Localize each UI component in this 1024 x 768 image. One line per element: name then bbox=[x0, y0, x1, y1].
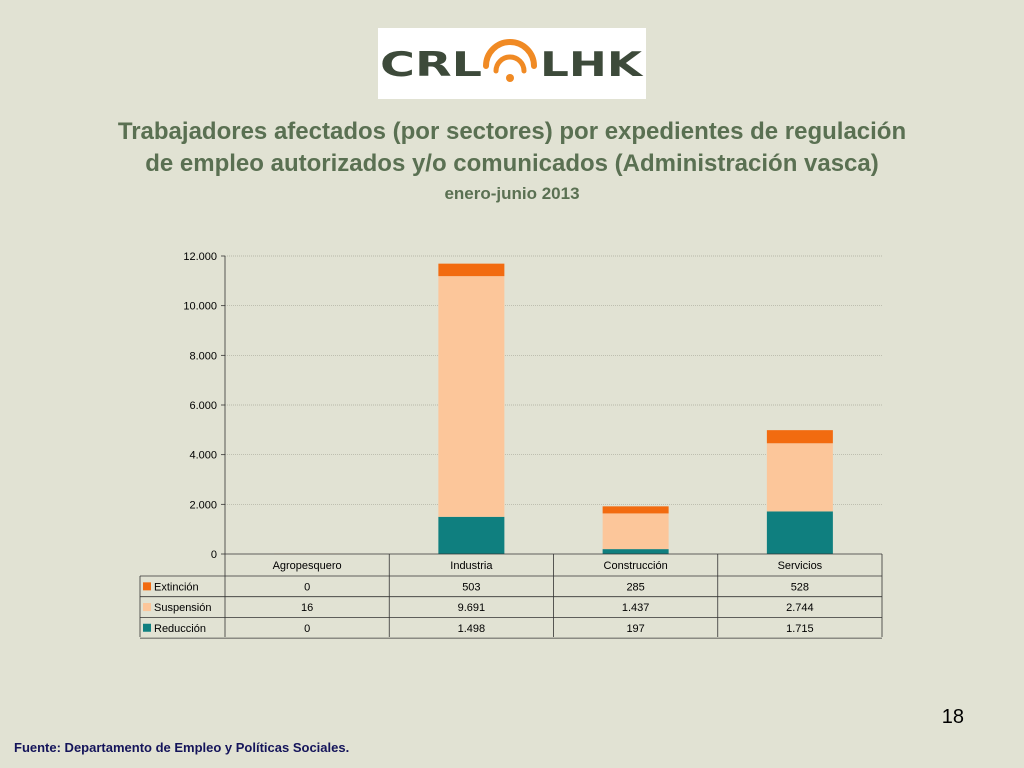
bar-segment bbox=[438, 516, 505, 554]
bar-segment bbox=[766, 511, 833, 554]
chart-title: Trabajadores afectados (por sectores) po… bbox=[40, 116, 984, 180]
table-value: 9.691 bbox=[458, 602, 486, 614]
y-tick-label: 0 bbox=[211, 549, 217, 561]
legend-swatch bbox=[143, 582, 151, 591]
x-category-label: Industria bbox=[450, 560, 493, 572]
y-tick-label: 10.000 bbox=[183, 301, 217, 313]
bar-segment bbox=[766, 443, 833, 512]
y-tick-label: 6.000 bbox=[189, 400, 217, 412]
table-value: 2.744 bbox=[786, 602, 814, 614]
x-category-label: Servicios bbox=[778, 560, 823, 572]
chart-title-line-2: de empleo autorizados y/o comunicados (A… bbox=[145, 150, 879, 177]
table-value: 285 bbox=[626, 581, 644, 593]
table-value: 16 bbox=[301, 602, 313, 614]
table-value: 1.437 bbox=[622, 602, 650, 614]
legend-swatch bbox=[143, 623, 151, 632]
y-tick-label: 8.000 bbox=[189, 350, 217, 362]
chart-period: enero-junio 2013 bbox=[444, 184, 580, 203]
table-value: 0 bbox=[304, 581, 310, 593]
page-number: 18 bbox=[941, 706, 964, 728]
chart-title-line-1: Trabajadores afectados (por sectores) po… bbox=[117, 118, 907, 145]
table-value: 503 bbox=[462, 581, 480, 593]
table-value: 1.715 bbox=[786, 623, 814, 635]
bar-segment bbox=[602, 506, 669, 514]
table-value: 1.498 bbox=[458, 623, 486, 635]
legend-label: Extinción bbox=[154, 581, 199, 593]
bar-segment bbox=[766, 430, 833, 444]
crl-lhk-logo: CRL LHK bbox=[378, 28, 646, 99]
y-tick-label: 12.000 bbox=[183, 251, 217, 263]
y-tick-label: 4.000 bbox=[189, 450, 217, 462]
source-note: Fuente: Departamento de Empleo y Polític… bbox=[14, 740, 350, 755]
bar-segment bbox=[438, 263, 505, 277]
table-value: 528 bbox=[791, 581, 809, 593]
y-tick-label: 2.000 bbox=[189, 499, 217, 511]
x-category-label: Agropesquero bbox=[273, 560, 342, 572]
legend-label: Suspensión bbox=[154, 602, 212, 614]
legend-swatch bbox=[143, 603, 151, 612]
wifi-signal-icon bbox=[483, 39, 537, 82]
bar-segment bbox=[602, 549, 669, 554]
x-category-label: Construcción bbox=[604, 560, 668, 572]
table-value: 0 bbox=[304, 623, 310, 635]
bar-segment bbox=[438, 276, 505, 517]
table-value: 197 bbox=[626, 623, 644, 635]
bar-segment bbox=[602, 513, 669, 550]
legend-label: Reducción bbox=[154, 623, 206, 635]
logo-right-text: LHK bbox=[540, 45, 644, 85]
logo-left-text: CRL bbox=[380, 45, 482, 85]
